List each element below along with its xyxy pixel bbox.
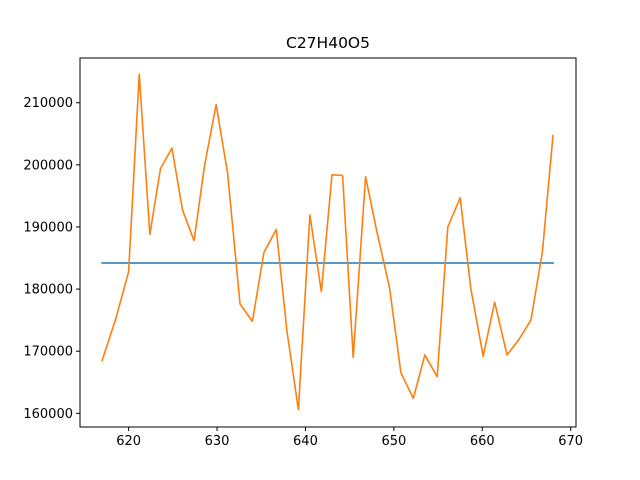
x-tick-label: 670	[558, 434, 583, 449]
y-tick-label: 160000	[23, 407, 73, 422]
y-tick-label: 190000	[23, 220, 73, 235]
chart-title: C27H40O5	[286, 34, 370, 52]
x-tick-label: 630	[205, 434, 230, 449]
y-tick-label: 170000	[23, 345, 73, 360]
x-tick-label: 620	[116, 434, 141, 449]
x-tick-label: 660	[470, 434, 495, 449]
axes-frame	[79, 57, 577, 428]
plot-area	[101, 73, 554, 411]
series-line-1	[101, 73, 554, 411]
y-axis: 160000 170000 180000 190000 200000 210000	[23, 96, 80, 422]
y-tick-label: 180000	[23, 283, 73, 298]
x-axis: 620 630 640 650 660 670	[116, 427, 583, 449]
y-tick-label: 200000	[23, 158, 73, 173]
y-tick-label: 210000	[23, 96, 73, 111]
x-tick-label: 650	[381, 434, 406, 449]
x-tick-label: 640	[293, 434, 318, 449]
